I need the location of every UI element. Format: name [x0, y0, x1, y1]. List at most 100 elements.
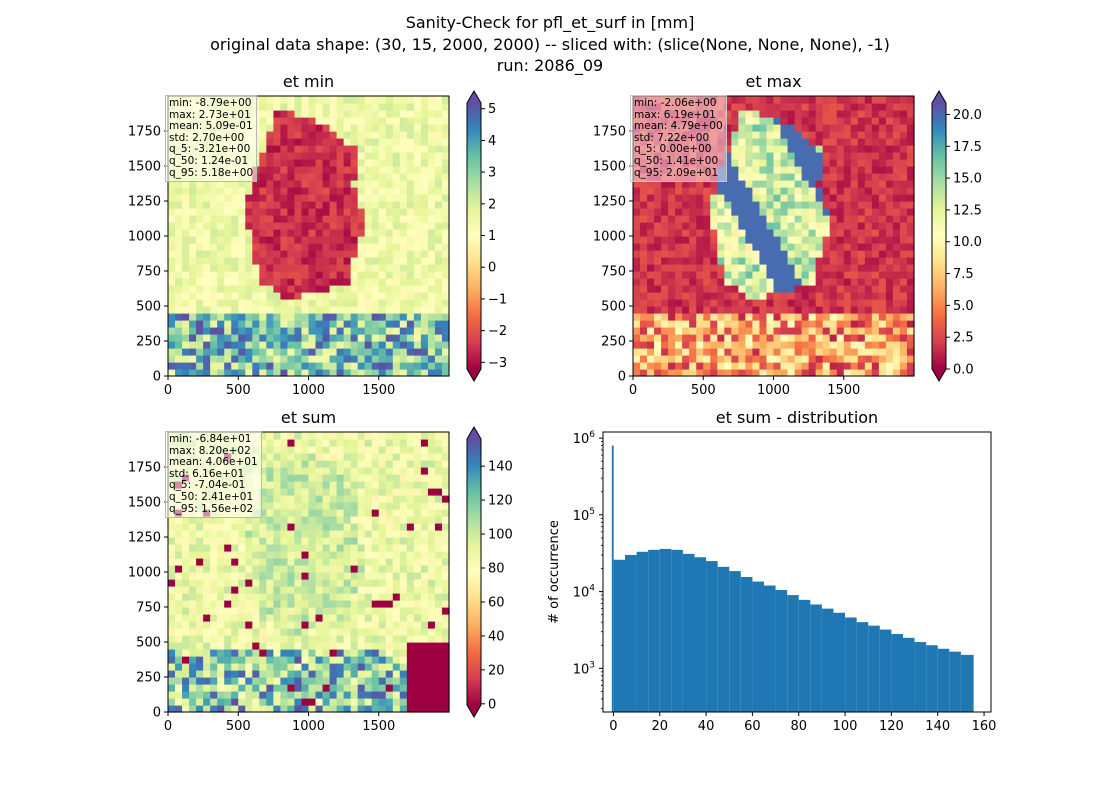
heatmap-cell	[315, 684, 324, 692]
heatmap-cell	[224, 677, 232, 685]
heatmap-cell	[857, 173, 866, 181]
heatmap-cell	[217, 208, 225, 216]
heatmap-cell	[843, 236, 852, 244]
heatmap-cell	[217, 285, 225, 293]
heatmap-cell	[633, 187, 641, 195]
heatmap-cell	[661, 285, 669, 293]
heatmap-cell	[647, 320, 655, 328]
heatmap-cell	[238, 537, 246, 545]
heatmap-cell	[371, 684, 380, 692]
heatmap-cell	[836, 173, 845, 181]
heatmap-cell	[294, 180, 303, 188]
heatmap-cell	[224, 201, 232, 209]
colorbar-tick-label: 15.0	[953, 172, 982, 187]
heatmap-cell	[343, 537, 352, 545]
heatmap-cell	[406, 523, 415, 531]
heatmap-cell	[301, 264, 310, 272]
heatmap-cell	[801, 201, 810, 209]
heatmap-cell	[182, 299, 190, 307]
heatmap-cell	[413, 453, 422, 461]
heatmap-cell	[647, 355, 655, 363]
heatmap-cell	[336, 600, 345, 608]
histogram-bar	[671, 549, 683, 712]
heatmap-cell	[801, 257, 810, 265]
heatmap-cell	[829, 145, 838, 153]
heatmap-cell	[654, 145, 662, 153]
heatmap-cell	[906, 215, 915, 223]
heatmap-cell	[399, 551, 408, 559]
heatmap-cell	[822, 180, 831, 188]
heatmap-cell	[392, 600, 401, 608]
heatmap-cell	[892, 215, 901, 223]
heatmap-cell	[343, 684, 352, 692]
heatmap-cell	[371, 236, 380, 244]
heatmap-cell	[836, 306, 845, 314]
heatmap-cell	[780, 131, 789, 139]
heatmap-cell	[392, 544, 401, 552]
heatmap-cell	[182, 320, 190, 328]
heatmap-cell	[682, 243, 690, 251]
heatmap-cell	[315, 348, 324, 356]
heatmap-cell	[710, 292, 718, 300]
heatmap-cell	[689, 292, 697, 300]
heatmap-cell	[322, 677, 331, 685]
heatmap-cell	[343, 439, 352, 447]
heatmap-cell	[871, 348, 880, 356]
heatmap-cell	[668, 180, 676, 188]
heatmap-cell	[780, 187, 789, 195]
heatmap-cell	[371, 621, 380, 629]
heatmap-cell	[780, 243, 789, 251]
heatmap-cell	[899, 222, 908, 230]
heatmap-cell	[406, 201, 415, 209]
heatmap-cell	[703, 292, 711, 300]
heatmap-cell	[357, 299, 366, 307]
heatmap-cell	[322, 607, 331, 615]
heatmap-cell	[850, 138, 859, 146]
heatmap-cell	[441, 187, 450, 195]
heatmap-cell	[392, 705, 401, 713]
heatmap-cell	[287, 614, 296, 622]
heatmap-cell	[266, 159, 274, 167]
heatmap-cell	[175, 264, 183, 272]
heatmap-cell	[696, 236, 704, 244]
heatmap-cell	[301, 299, 310, 307]
heatmap-cell	[441, 299, 450, 307]
heatmap-cell	[864, 257, 873, 265]
heatmap-cell	[280, 488, 289, 496]
heatmap-cell	[371, 250, 380, 258]
heatmap-cell	[738, 341, 747, 349]
heatmap-cell	[315, 607, 324, 615]
heatmap-cell	[878, 201, 887, 209]
heatmap-cell	[364, 474, 373, 482]
heatmap-cell	[808, 285, 817, 293]
heatmap-cell	[266, 117, 274, 125]
heatmap-cell	[364, 635, 373, 643]
heatmap-cell	[245, 194, 253, 202]
heatmap-cell	[857, 341, 866, 349]
heatmap-cell	[343, 110, 352, 118]
heatmap-cell	[224, 327, 232, 335]
heatmap-cell	[413, 677, 422, 685]
panel-title-hist: et sum - distribution	[715, 408, 879, 427]
heatmap-cell	[301, 173, 310, 181]
heatmap-cell	[815, 110, 824, 118]
heatmap-cell	[238, 327, 246, 335]
heatmap-cell	[189, 558, 197, 566]
colorbar-tick-label: 5	[488, 102, 496, 117]
heatmap-cell	[633, 96, 641, 104]
heatmap-cell	[406, 117, 415, 125]
heatmap-cell	[906, 96, 915, 104]
heatmap-cell	[892, 264, 901, 272]
heatmap-cell	[906, 131, 915, 139]
heatmap-cell	[189, 537, 197, 545]
heatmap-cell	[731, 236, 739, 244]
heatmap-cell	[441, 152, 450, 160]
heatmap-cell	[364, 656, 373, 664]
heatmap-cell	[364, 278, 373, 286]
heatmap-cell	[752, 236, 761, 244]
heatmap-cell	[364, 628, 373, 636]
heatmap-cell	[385, 705, 394, 713]
heatmap-cell	[203, 593, 211, 601]
heatmap-cell	[196, 698, 204, 706]
heatmap-cell	[731, 103, 739, 111]
